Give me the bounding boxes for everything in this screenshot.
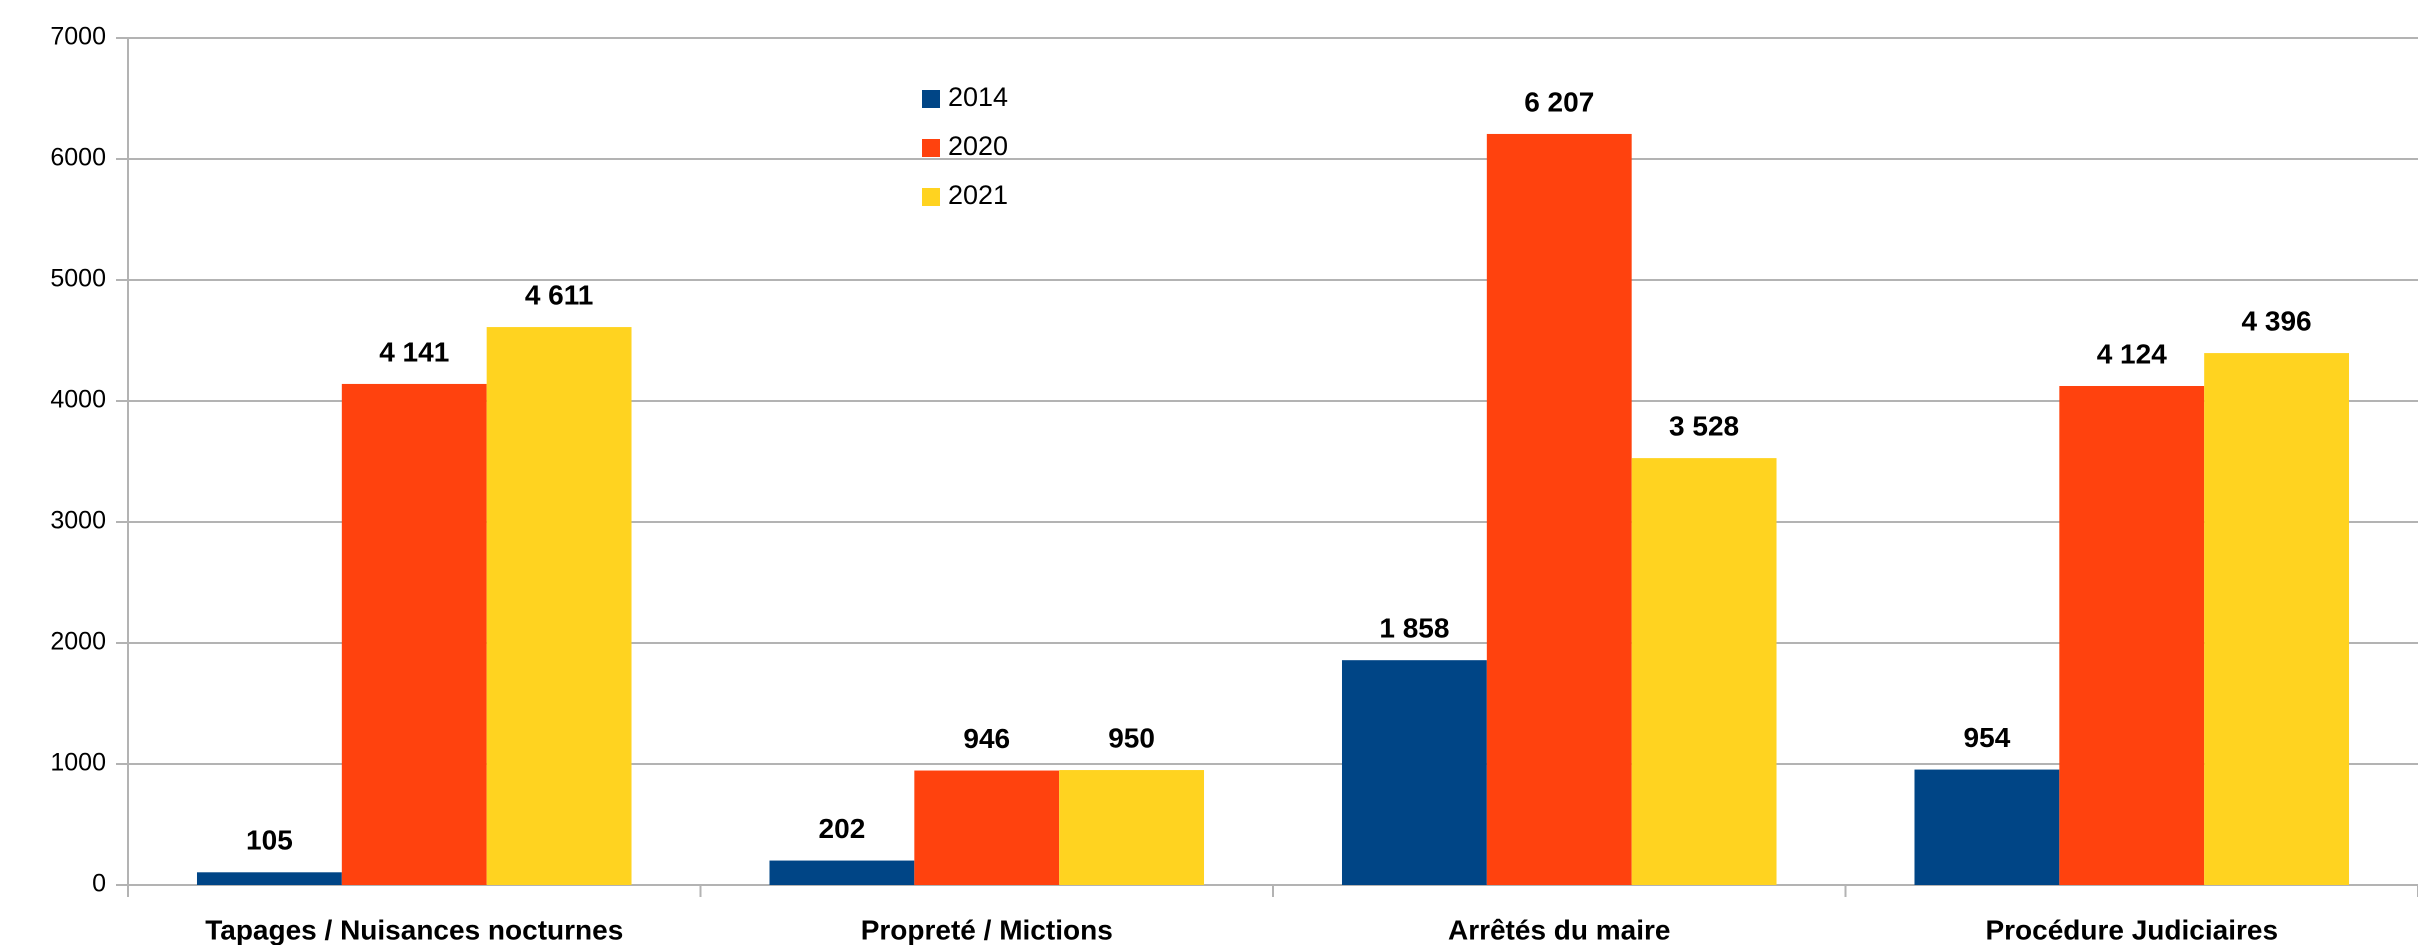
x-tick-label: Arrêtés du maire [1448,914,1671,945]
legend-swatch [922,139,940,157]
value-label: 1 858 [1379,613,1449,644]
bar [486,327,632,886]
value-label: 954 [1964,722,2011,753]
value-label: 4 124 [2097,338,2167,369]
bar [341,383,487,885]
legend-swatch [922,90,940,108]
bar [1486,133,1632,885]
value-label: 3 528 [1669,411,1739,442]
legend-label: 2014 [948,82,1008,112]
value-label: 950 [1108,722,1155,753]
y-tick-label: 5000 [50,265,106,293]
bar [2059,385,2205,885]
y-tick-label: 7000 [50,23,106,51]
y-tick-label: 3000 [50,507,106,535]
bar [1341,660,1487,885]
bar [1059,770,1205,885]
bar [1914,769,2060,885]
legend-swatch [922,188,940,206]
y-tick-label: 6000 [50,144,106,172]
bar [769,860,915,885]
value-label: 946 [963,723,1010,754]
y-tick-label: 1000 [50,749,106,777]
y-tick-label: 4000 [50,386,106,414]
value-label: 4 611 [525,279,594,310]
x-tick-label: Procédure Judiciaires [1985,914,2278,945]
value-label: 202 [819,813,866,844]
value-label: 4 141 [379,336,449,367]
y-tick-label: 0 [92,870,106,898]
bar [1631,458,1777,885]
bar [196,872,342,885]
x-tick-label: Propreté / Mictions [861,914,1113,945]
value-label: 105 [246,825,293,856]
value-label: 6 207 [1524,86,1594,117]
legend-label: 2020 [948,131,1008,161]
x-tick-label: Tapages / Nuisances nocturnes [205,914,623,945]
y-tick-label: 2000 [50,628,106,656]
bar [2204,353,2350,886]
bar [914,770,1060,885]
legend-label: 2021 [948,180,1008,210]
value-label: 4 396 [2242,305,2312,336]
